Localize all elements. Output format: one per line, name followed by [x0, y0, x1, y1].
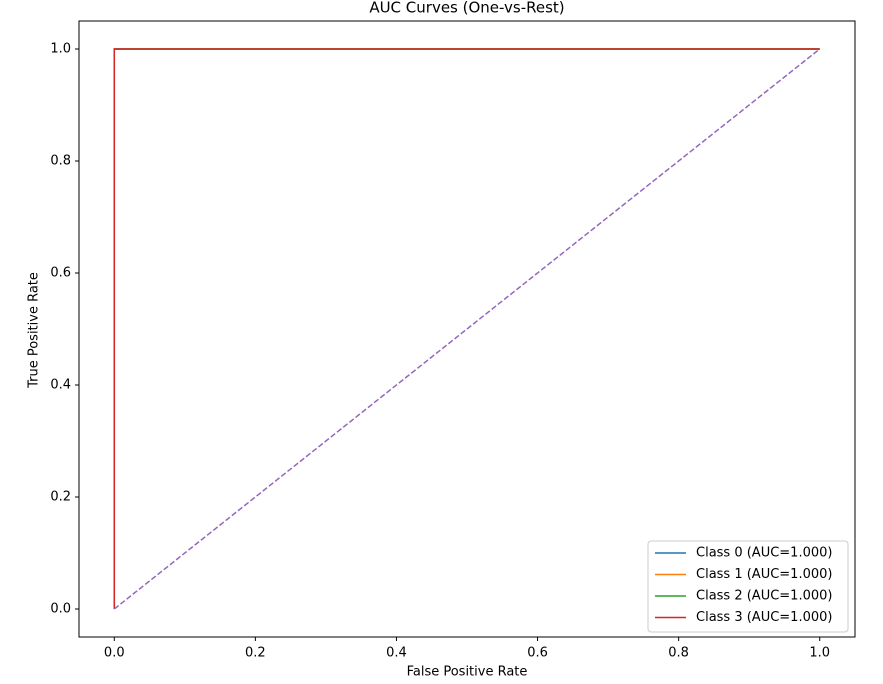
chart-title: AUC Curves (One-vs-Rest): [369, 0, 564, 17]
y-tick-label: 0.2: [50, 490, 71, 505]
x-tick-label: 0.2: [245, 646, 266, 661]
y-tick-label: 1.0: [50, 42, 71, 57]
x-tick-label: 1.0: [809, 646, 830, 661]
x-tick-label: 0.4: [386, 646, 407, 661]
x-axis-label: False Positive Rate: [407, 665, 528, 680]
y-axis-label: True Positive Rate: [27, 272, 42, 389]
y-tick-label: 0.8: [50, 154, 71, 169]
legend-label: Class 3 (AUC=1.000): [696, 610, 832, 625]
y-tick-label: 0.0: [50, 602, 71, 617]
y-tick-label: 0.4: [50, 378, 71, 393]
x-tick-label: 0.0: [104, 646, 125, 661]
roc-curve: [113, 48, 820, 609]
axes-frame: [78, 20, 856, 638]
x-tick-label: 0.8: [668, 646, 689, 661]
y-tick-label: 0.6: [50, 266, 71, 281]
legend-label: Class 1 (AUC=1.000): [696, 567, 832, 582]
legend-label: Class 2 (AUC=1.000): [696, 589, 832, 604]
x-tick-label: 0.6: [527, 646, 548, 661]
reference-line: [113, 48, 821, 610]
legend-label: Class 0 (AUC=1.000): [696, 546, 832, 561]
legend-box: [647, 540, 849, 633]
